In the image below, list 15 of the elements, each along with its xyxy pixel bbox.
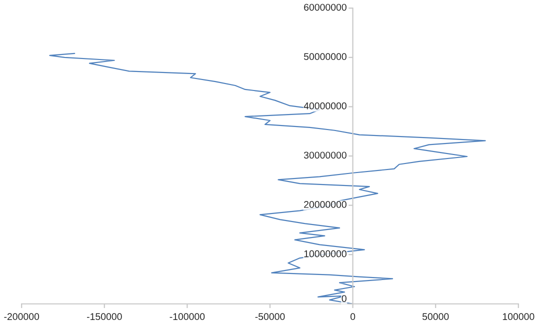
y-tick-label: 10000000 xyxy=(304,250,346,258)
x-tick-label: -50000 xyxy=(255,313,285,320)
x-tick-label: 0 xyxy=(350,313,356,320)
x-tick-label: 50000 xyxy=(422,313,449,320)
x-tick-label: 100000 xyxy=(502,313,534,320)
y-tick-label: 30000000 xyxy=(304,152,346,159)
x-tick-label: -150000 xyxy=(86,313,122,320)
x-tick-label: -200000 xyxy=(4,313,40,320)
y-tick-label: 40000000 xyxy=(304,102,346,110)
y-tick-label: 0 xyxy=(342,295,346,302)
y-tick-label: 20000000 xyxy=(304,201,346,208)
y-tick-label: 50000000 xyxy=(304,53,346,60)
line-series xyxy=(49,52,486,304)
x-tick-label: -100000 xyxy=(170,313,205,320)
y-tick-label: 60000000 xyxy=(304,4,346,11)
